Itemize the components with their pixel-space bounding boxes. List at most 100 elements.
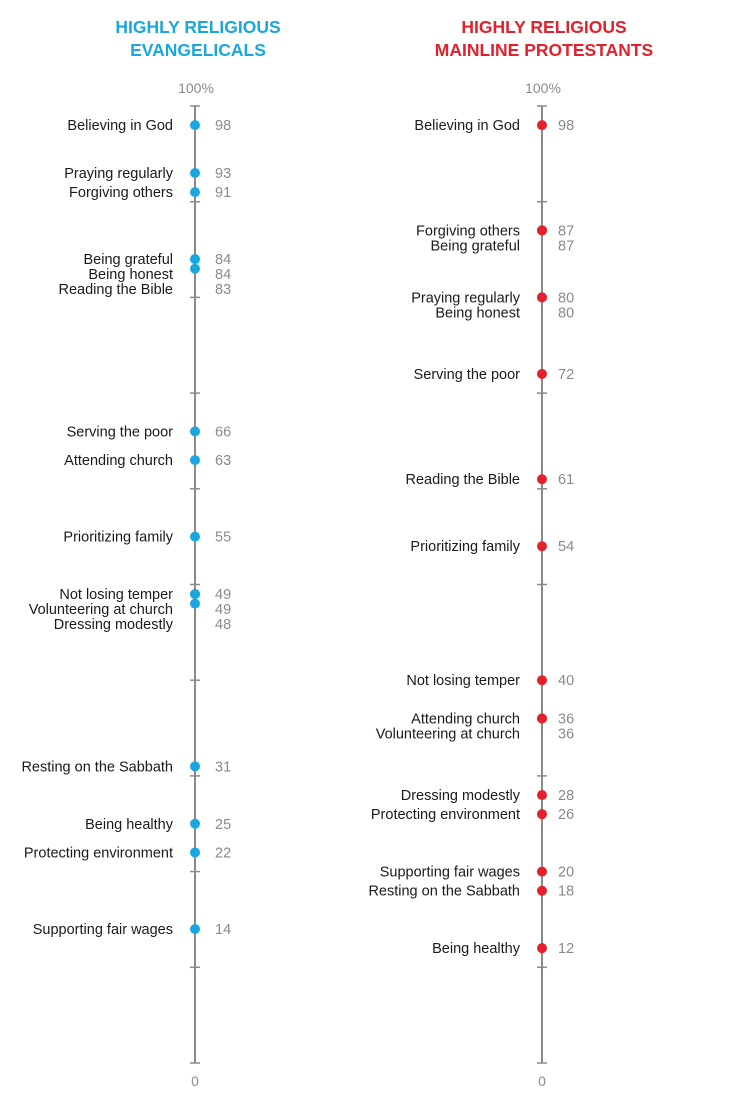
axis-bottom-label-evangelicals: 0: [191, 1073, 199, 1089]
label-evangelicals-being-grateful: Being grateful: [84, 252, 173, 268]
value-mainline-being-honest: 80: [558, 305, 574, 321]
panel-title-evangelicals-line2: EVANGELICALS: [130, 40, 266, 60]
label-mainline-protecting-environment: Protecting environment: [371, 807, 520, 823]
axis-top-label-mainline: 100%: [525, 80, 561, 96]
dot-evangelicals-supporting-fair-wages: [190, 924, 200, 935]
value-evangelicals-resting-on-the-sabbath: 31: [215, 759, 231, 775]
dot-evangelicals-resting-on-the-sabbath: [190, 761, 200, 772]
label-mainline-serving-the-poor: Serving the poor: [414, 367, 521, 383]
dot-mainline-reading-the-bible: [537, 474, 547, 485]
label-evangelicals-serving-the-poor: Serving the poor: [67, 424, 174, 440]
dot-mainline-resting-on-the-sabbath: [537, 885, 547, 896]
dot-evangelicals-attending-church: [190, 455, 200, 466]
dot-mainline-prioritizing-family: [537, 541, 547, 552]
dot-evangelicals-being-healthy: [190, 818, 200, 829]
value-mainline-serving-the-poor: 72: [558, 367, 574, 383]
label-mainline-being-honest: Being honest: [435, 305, 520, 321]
dot-evangelicals-being-honest: [190, 254, 200, 265]
label-mainline-believing-in-god: Believing in God: [414, 118, 520, 134]
value-evangelicals-dressing-modestly: 48: [215, 617, 231, 633]
dot-mainline-supporting-fair-wages: [537, 866, 547, 877]
label-mainline-resting-on-the-sabbath: Resting on the Sabbath: [368, 884, 520, 900]
value-mainline-praying-regularly: 80: [558, 290, 574, 306]
label-evangelicals-praying-regularly: Praying regularly: [64, 166, 174, 182]
panel-title-evangelicals-line1: HIGHLY RELIGIOUS: [115, 17, 280, 37]
value-evangelicals-prioritizing-family: 55: [215, 530, 231, 546]
panel-mainline-protestants: Believing in God 98 Forgiving others 87 Bein…: [368, 105, 574, 1064]
label-mainline-being-healthy: Being healthy: [432, 941, 521, 957]
dot-evangelicals-protecting-environment: [190, 847, 200, 858]
dot-mainline-volunteering-at-church: [537, 713, 547, 724]
label-evangelicals-resting-on-the-sabbath: Resting on the Sabbath: [21, 759, 173, 775]
panel-evangelicals: Believing in God 98 Praying regularly 93 For…: [21, 105, 231, 1064]
panel-title-mainline-line1: HIGHLY RELIGIOUS: [461, 17, 626, 37]
value-mainline-resting-on-the-sabbath: 18: [558, 884, 574, 900]
label-evangelicals-dressing-modestly: Dressing modestly: [54, 617, 174, 633]
value-mainline-dressing-modestly: 28: [558, 788, 574, 804]
value-mainline-supporting-fair-wages: 20: [558, 865, 574, 881]
value-evangelicals-being-honest: 84: [215, 267, 231, 283]
value-evangelicals-serving-the-poor: 66: [215, 424, 231, 440]
label-evangelicals-volunteering-at-church: Volunteering at church: [29, 602, 173, 618]
value-evangelicals-reading-the-bible: 83: [215, 282, 231, 298]
label-mainline-forgiving-others: Forgiving others: [416, 223, 520, 239]
dot-mainline-believing-in-god: [537, 120, 547, 131]
label-evangelicals-prioritizing-family: Prioritizing family: [63, 530, 173, 546]
label-mainline-praying-regularly: Praying regularly: [411, 290, 521, 306]
label-mainline-volunteering-at-church: Volunteering at church: [376, 726, 520, 742]
label-mainline-being-grateful: Being grateful: [431, 238, 520, 254]
dot-evangelicals-prioritizing-family: [190, 531, 200, 542]
axis-top-label-evangelicals: 100%: [178, 80, 214, 96]
dot-mainline-dressing-modestly: [537, 790, 547, 801]
value-evangelicals-attending-church: 63: [215, 453, 231, 469]
value-evangelicals-supporting-fair-wages: 14: [215, 922, 231, 938]
value-evangelicals-forgiving-others: 91: [215, 185, 231, 201]
dot-evangelicals-believing-in-god: [190, 120, 200, 131]
dot-mainline-being-grateful: [537, 225, 547, 236]
value-mainline-not-losing-temper: 40: [558, 673, 574, 689]
label-mainline-not-losing-temper: Not losing temper: [406, 673, 520, 689]
dot-mainline-not-losing-temper: [537, 675, 547, 686]
label-mainline-reading-the-bible: Reading the Bible: [406, 472, 520, 488]
dot-mainline-serving-the-poor: [537, 368, 547, 379]
dot-evangelicals-volunteering-at-church: [190, 589, 200, 600]
label-evangelicals-reading-the-bible: Reading the Bible: [59, 282, 173, 298]
label-evangelicals-supporting-fair-wages: Supporting fair wages: [33, 922, 173, 938]
value-evangelicals-not-losing-temper: 49: [215, 587, 231, 603]
value-mainline-prioritizing-family: 54: [558, 539, 574, 555]
label-mainline-attending-church: Attending church: [411, 711, 520, 727]
dot-mainline-being-healthy: [537, 943, 547, 954]
value-evangelicals-protecting-environment: 22: [215, 845, 231, 861]
dot-mainline-being-honest: [537, 292, 547, 303]
label-evangelicals-believing-in-god: Believing in God: [67, 118, 173, 134]
value-evangelicals-being-grateful: 84: [215, 252, 231, 268]
label-mainline-dressing-modestly: Dressing modestly: [401, 788, 521, 804]
label-evangelicals-protecting-environment: Protecting environment: [24, 845, 173, 861]
value-evangelicals-believing-in-god: 98: [215, 118, 231, 134]
dot-evangelicals-dressing-modestly: [190, 598, 200, 609]
value-mainline-protecting-environment: 26: [558, 807, 574, 823]
label-evangelicals-not-losing-temper: Not losing temper: [59, 587, 173, 603]
label-evangelicals-forgiving-others: Forgiving others: [69, 185, 173, 201]
dot-evangelicals-forgiving-others: [190, 187, 200, 198]
value-mainline-being-grateful: 87: [558, 238, 574, 254]
label-evangelicals-being-honest: Being honest: [88, 267, 173, 283]
dot-evangelicals-praying-regularly: [190, 167, 200, 178]
dot-evangelicals-reading-the-bible: [190, 263, 200, 274]
value-mainline-attending-church: 36: [558, 711, 574, 727]
panel-title-mainline-line2: MAINLINE PROTESTANTS: [435, 40, 653, 60]
value-mainline-being-healthy: 12: [558, 941, 574, 957]
dot-mainline-protecting-environment: [537, 809, 547, 820]
label-evangelicals-being-healthy: Being healthy: [85, 817, 174, 833]
axis-bottom-label-mainline: 0: [538, 1073, 546, 1089]
label-evangelicals-attending-church: Attending church: [64, 453, 173, 469]
label-mainline-supporting-fair-wages: Supporting fair wages: [380, 865, 520, 881]
value-evangelicals-praying-regularly: 93: [215, 166, 231, 182]
value-mainline-forgiving-others: 87: [558, 223, 574, 239]
value-evangelicals-being-healthy: 25: [215, 817, 231, 833]
dot-evangelicals-serving-the-poor: [190, 426, 200, 437]
value-mainline-reading-the-bible: 61: [558, 472, 574, 488]
value-mainline-volunteering-at-church: 36: [558, 726, 574, 742]
value-evangelicals-volunteering-at-church: 49: [215, 602, 231, 618]
